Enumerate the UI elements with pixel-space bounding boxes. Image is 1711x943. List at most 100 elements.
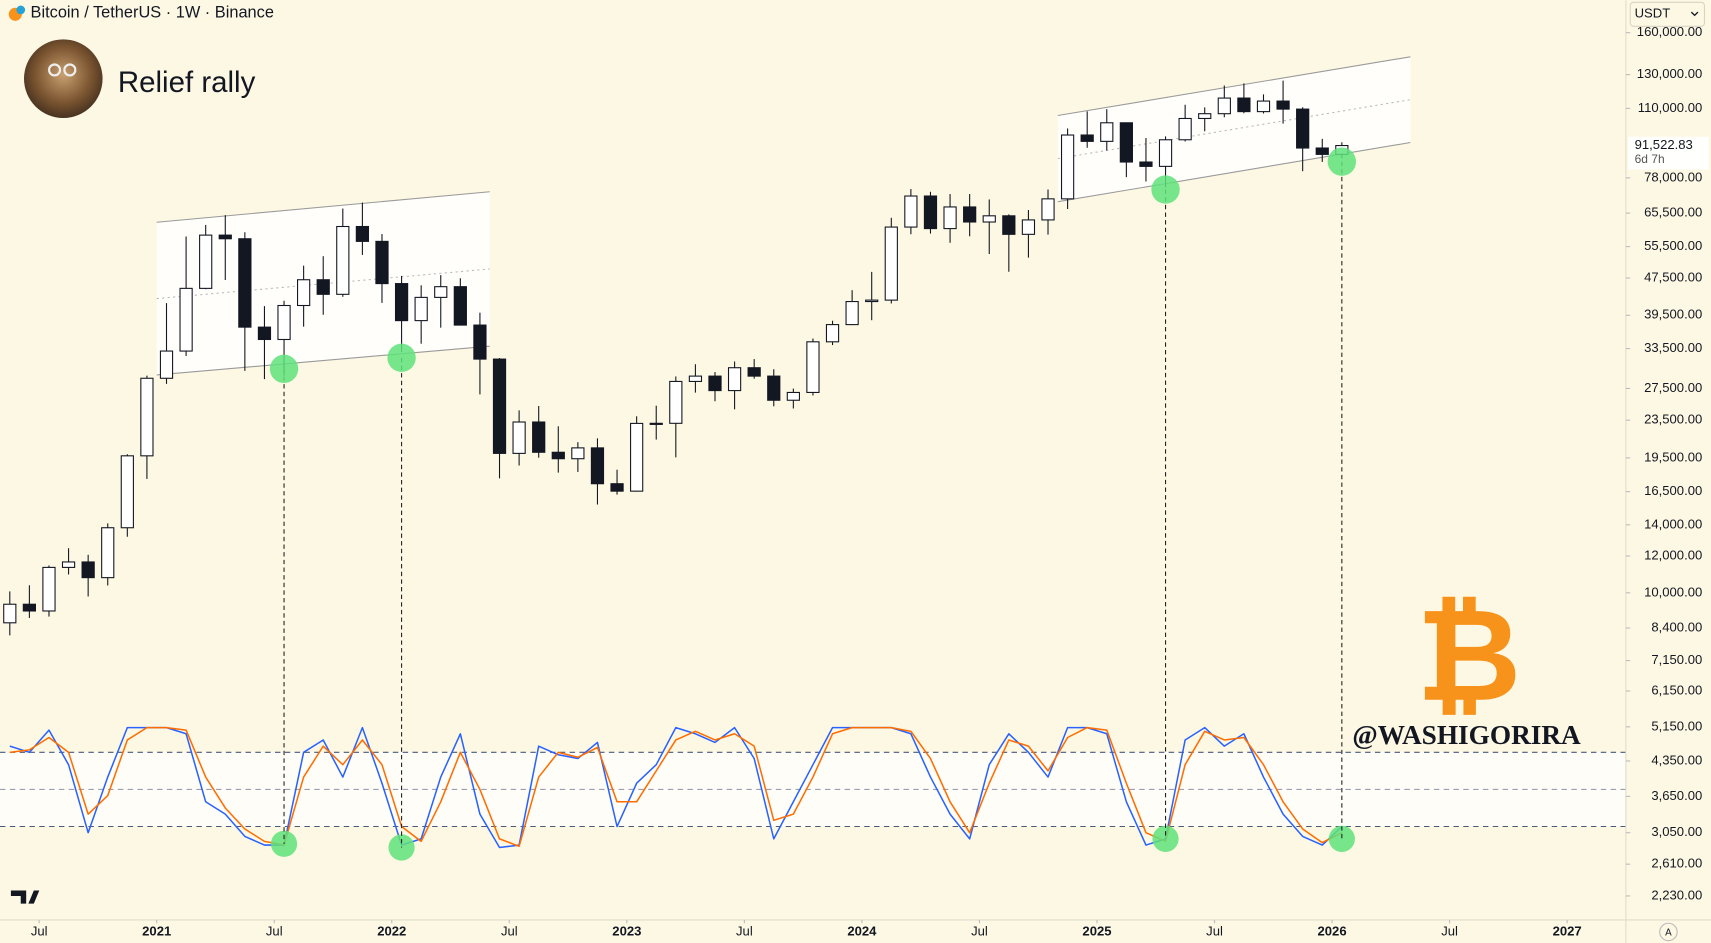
last-price-box [1628, 136, 1709, 170]
candle-body [375, 240, 389, 285]
y-tick-label: 14,000.00 [1644, 516, 1702, 531]
candle-body [238, 238, 252, 328]
auto-scale-button[interactable] [1659, 922, 1678, 942]
y-tick-label: 39,500.00 [1644, 307, 1702, 322]
candle-body [786, 391, 800, 401]
candle-body [590, 447, 605, 485]
candle-body [1100, 122, 1114, 142]
y-tick-label: 8,400.00 [1651, 619, 1702, 634]
avatar [24, 39, 103, 118]
tv-logo[interactable] [10, 890, 40, 904]
y-tick-label: 130,000.00 [1637, 66, 1702, 81]
y-tick-label: 2,230.00 [1651, 887, 1702, 902]
currency-select[interactable] [1629, 1, 1705, 27]
candle-body [943, 206, 957, 230]
y-tick-label: 33,500.00 [1644, 340, 1702, 355]
candle-body [669, 380, 683, 424]
candle-body [649, 422, 663, 425]
candle-body [22, 603, 37, 612]
candle-body [825, 324, 840, 343]
candle-body [1158, 139, 1173, 167]
candle-body [630, 422, 644, 492]
y-tick-label: 12,000.00 [1644, 547, 1702, 562]
y-tick-label: 5,150.00 [1651, 718, 1702, 733]
candle-body [727, 367, 742, 392]
candle-body [845, 301, 859, 326]
candle-body [963, 206, 977, 223]
x-tick-label: 2024 [847, 923, 877, 938]
candle-body [747, 367, 761, 377]
symbol-icon-quote [16, 5, 26, 15]
avatar-glasses [63, 63, 77, 77]
candle-body [1021, 219, 1036, 235]
y-tick-label: 16,500.00 [1644, 483, 1702, 498]
symbol-title: Bitcoin / TetherUS · 1W · Binance [31, 4, 274, 22]
candle-body [1198, 113, 1212, 120]
y-tick-label: 110,000.00 [1638, 100, 1702, 115]
channel-mid [156, 268, 490, 300]
plot-area [0, 56, 1626, 861]
candle-body [1119, 122, 1133, 163]
oscillator-line [9, 726, 1343, 849]
candle-body [904, 195, 918, 228]
channel-upper [156, 191, 490, 223]
candle-body [101, 527, 115, 579]
x-tick-label: Jul [971, 923, 988, 938]
channel-lower [156, 345, 490, 376]
candle-body [532, 421, 546, 453]
candle-body [1237, 97, 1251, 113]
watermark: @WASHIGORIRA [1352, 720, 1581, 750]
candle-body [140, 377, 154, 457]
candle-body [1256, 100, 1271, 113]
x-tick-label: Jul [266, 923, 283, 938]
candle-body [1080, 134, 1094, 142]
candle-body [355, 225, 370, 242]
candle-body [571, 447, 585, 460]
candle-body [3, 603, 17, 624]
candle-body [708, 375, 722, 392]
x-tick-label: Jul [1206, 923, 1223, 938]
x-tick-label: 2023 [612, 923, 641, 938]
x-tick-label: 2021 [142, 923, 171, 938]
candle-body [159, 350, 174, 379]
price-marker [1327, 147, 1357, 176]
candle-body [884, 226, 898, 301]
auto-scale-label: A [1665, 928, 1672, 939]
x-tick-label: 2027 [1553, 923, 1582, 938]
candle-body [1178, 117, 1192, 141]
currency-chevron [1690, 11, 1699, 17]
candle-body [453, 286, 467, 326]
candle-body [218, 234, 232, 240]
candle-body [316, 279, 330, 295]
currency-label: USDT [1635, 6, 1671, 21]
candle-body [1139, 161, 1153, 167]
overlay: Bitcoin / TetherUS · 1W · Binance Relief… [8, 1, 1705, 942]
candle-body [1276, 100, 1290, 110]
candle-body [610, 483, 624, 492]
y-tick-label: 19,500.00 [1644, 449, 1702, 464]
candle-body [923, 195, 938, 230]
x-tick-label: 2025 [1082, 923, 1111, 938]
channel-upper [1057, 56, 1411, 117]
x-tick-label: 2022 [377, 923, 406, 938]
candle-body [767, 375, 781, 401]
candle-body [512, 421, 526, 454]
chart-title: Relief rally [118, 66, 256, 99]
x-tick-label: Jul [31, 923, 48, 938]
y-tick-label: 10,000.00 [1644, 584, 1702, 599]
candle-body [414, 296, 428, 322]
candle-body [982, 215, 996, 223]
candle-body [1296, 108, 1310, 149]
y-tick-label: 55,500.00 [1644, 238, 1702, 253]
candle-body [688, 375, 703, 382]
candle-body [394, 283, 409, 322]
price-marker [387, 343, 416, 373]
candle-body [277, 304, 291, 341]
candle-body [297, 279, 311, 307]
price-marker [269, 354, 299, 384]
oscillator-line [9, 726, 1343, 848]
candle-body [865, 299, 879, 303]
countdown: 6d 7h [1635, 152, 1665, 166]
y-tick-label: 6,150.00 [1651, 682, 1702, 697]
